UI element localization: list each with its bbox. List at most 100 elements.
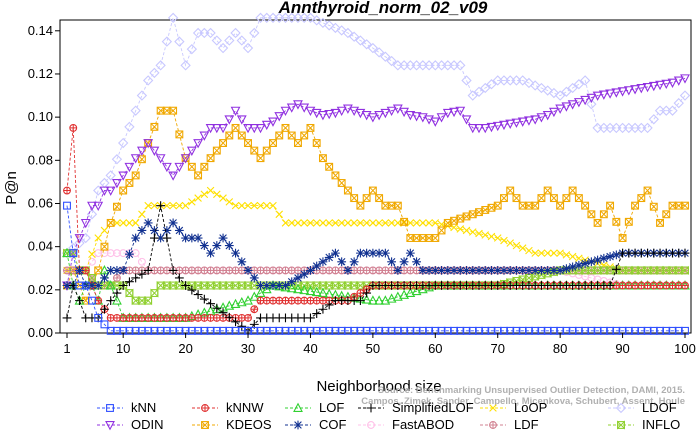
point-knn <box>400 326 409 335</box>
point-odin <box>555 104 566 114</box>
point-odin <box>667 78 678 88</box>
point-knn <box>362 326 371 335</box>
point-knn <box>312 326 321 335</box>
point-kdeos <box>194 171 203 180</box>
point-simplifiedlof <box>237 321 247 331</box>
point-kdeos <box>312 139 321 147</box>
point-cof <box>118 266 128 275</box>
point-knn <box>350 326 359 335</box>
point-ldof <box>673 97 684 109</box>
legend-label-loop: LoOP <box>514 400 547 415</box>
point-knn <box>581 326 590 335</box>
point-cof <box>287 277 297 287</box>
point-loop <box>306 219 315 227</box>
point-odin <box>243 123 253 134</box>
point-knn <box>231 326 240 335</box>
point-cof <box>168 218 178 228</box>
point-knn <box>668 326 677 335</box>
point-ldof <box>174 36 185 47</box>
point-odin <box>274 112 285 122</box>
point-odin <box>605 89 616 99</box>
point-loop <box>387 219 396 227</box>
point-lof <box>374 295 385 305</box>
point-kdeos <box>512 194 521 203</box>
point-knnw <box>250 305 259 314</box>
point-cof <box>349 257 359 267</box>
point-simplifiedlof <box>312 309 322 318</box>
point-odin <box>361 111 372 121</box>
point-ldof <box>105 170 116 181</box>
point-kdeos <box>524 201 533 210</box>
point-kdeos <box>506 186 515 195</box>
point-ldof <box>355 35 366 46</box>
point-kdeos <box>318 154 327 163</box>
legend-item-ldof: LDOF <box>608 400 677 415</box>
point-ldof <box>486 79 497 90</box>
point-simplifiedlof <box>318 304 328 314</box>
point-knn <box>612 326 621 335</box>
x-axis-label: Neighborhood size <box>316 378 441 395</box>
point-kdeos <box>150 122 159 131</box>
point-simplifiedlof <box>106 296 116 306</box>
point-kdeos <box>568 186 577 195</box>
point-knn <box>250 326 259 335</box>
point-knn <box>256 326 265 335</box>
point-kdeos <box>668 201 677 210</box>
point-odin <box>99 186 110 196</box>
point-lof <box>293 283 303 294</box>
series-ldof <box>61 12 691 259</box>
point-ldof <box>573 79 585 90</box>
point-knn <box>237 326 246 335</box>
point-simplifiedlof <box>162 233 172 243</box>
point-cof <box>574 260 584 270</box>
point-loop <box>412 219 421 227</box>
point-kdeos <box>269 139 277 147</box>
point-odin <box>424 115 434 125</box>
point-ldf <box>112 274 121 282</box>
point-odin <box>461 115 472 125</box>
point-odin <box>249 123 260 134</box>
point-kdeos <box>106 218 115 227</box>
point-odin <box>93 201 104 212</box>
point-cof <box>237 257 247 267</box>
point-kdeos <box>212 146 221 155</box>
point-cof <box>387 257 397 267</box>
point-knn <box>144 326 153 335</box>
point-simplifiedlof <box>156 201 166 211</box>
point-ldof <box>161 36 173 47</box>
point-inflo <box>681 265 689 276</box>
point-knn <box>219 326 228 335</box>
point-loop <box>337 219 346 227</box>
point-loop <box>568 252 577 261</box>
legend-label-cof: COF <box>319 417 347 432</box>
point-loop <box>493 234 502 242</box>
point-simplifiedlof <box>224 312 234 322</box>
point-kdeos <box>574 194 583 203</box>
point-simplifiedlof <box>199 294 209 304</box>
x-tick-label: 80 <box>553 341 567 356</box>
point-cof <box>131 233 141 243</box>
point-knn <box>637 326 646 335</box>
point-knn <box>593 326 602 335</box>
legend-marker-knn <box>106 404 114 412</box>
legend-marker-simplifiedlof <box>366 403 376 413</box>
point-knnw <box>681 281 689 290</box>
point-odin <box>542 111 553 121</box>
point-odin <box>311 108 322 119</box>
point-kdeos <box>169 106 178 115</box>
x-tick-label: 10 <box>116 341 130 356</box>
point-knn <box>225 326 234 335</box>
point-cof <box>462 266 471 275</box>
legend-label-inflo: INFLO <box>642 417 680 432</box>
point-knn <box>662 326 671 335</box>
point-simplifiedlof <box>324 300 334 310</box>
series-line-loop <box>67 189 685 271</box>
point-cof <box>174 226 184 235</box>
point-lof <box>399 289 410 299</box>
point-kdeos <box>381 201 390 210</box>
point-kdeos <box>662 210 671 219</box>
legend-item-odin: ODIN <box>97 417 164 432</box>
point-kdeos <box>219 139 228 147</box>
point-ldof <box>230 27 241 39</box>
point-loop <box>381 219 390 227</box>
